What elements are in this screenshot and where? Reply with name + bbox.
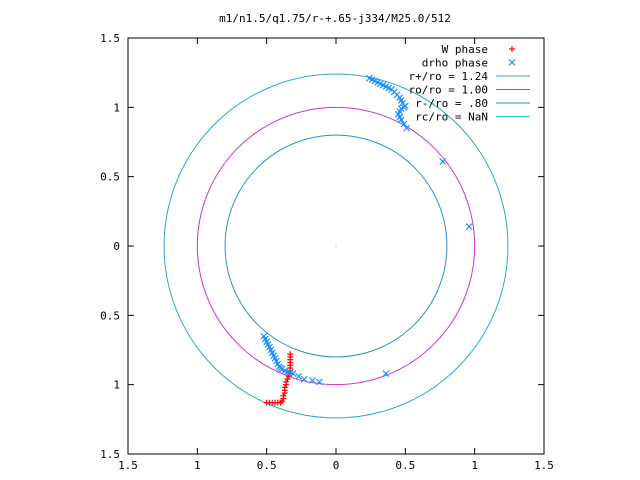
marker-stroke — [284, 368, 291, 376]
y-tick-label: 1.5 — [100, 32, 120, 45]
w-phase-point — [281, 384, 288, 391]
legend-marker — [508, 59, 516, 66]
origin-dot — [335, 245, 337, 247]
drho-phase-point — [439, 157, 447, 165]
x-tick-label: 0.5 — [257, 459, 277, 472]
marker-stroke — [368, 76, 376, 84]
marker-stroke — [403, 124, 411, 132]
w-phase-point — [280, 392, 287, 399]
marker-stroke — [295, 372, 302, 380]
legend-label: drho phase — [422, 57, 488, 70]
y-tick-label: 1 — [113, 379, 120, 392]
marker-stroke — [309, 377, 316, 384]
marker-stroke — [385, 84, 393, 92]
marker-stroke — [300, 375, 308, 383]
radius-circle — [224, 134, 448, 358]
marker-stroke — [263, 338, 271, 346]
marker-stroke — [439, 157, 447, 165]
marker-stroke — [379, 81, 387, 89]
y-tick-label: 0 — [113, 240, 120, 253]
marker-stroke — [382, 83, 390, 90]
y-tick-label: 0.5 — [100, 309, 120, 322]
marker-stroke — [286, 368, 294, 376]
drho-phase-point — [284, 368, 291, 376]
marker-stroke — [267, 346, 275, 354]
drho-phase-point — [403, 124, 411, 132]
marker-stroke — [396, 94, 404, 102]
axis-ticks: 1.5 1 0.5 0 0.5 1 1.51.510.500.511.5 — [100, 32, 554, 472]
legend-label: r-/ro = .80 — [415, 97, 488, 110]
x-tick-label: 0.5 — [395, 459, 415, 472]
marker-stroke — [261, 335, 269, 343]
drho-phase-point — [400, 120, 408, 128]
marker-stroke — [266, 343, 273, 351]
marker-stroke — [400, 120, 408, 128]
marker-stroke — [508, 59, 516, 66]
marker-stroke — [278, 365, 286, 373]
marker-stroke — [376, 80, 384, 88]
marker-stroke — [397, 96, 405, 104]
marker-stroke — [374, 78, 382, 86]
marker-stroke — [271, 354, 279, 362]
drho-phase-point — [465, 223, 473, 231]
marker-stroke — [382, 370, 390, 377]
legend-marker — [509, 46, 515, 52]
marker-stroke — [289, 370, 297, 377]
x-tick-label: 1 — [471, 459, 478, 472]
chart-title: m1/n1.5/q1.75/r-+.65-j334/M25.0/512 — [219, 12, 451, 25]
drho-phase-point — [295, 372, 302, 380]
legend-label: ro/ro = 1.00 — [409, 84, 488, 97]
radius-circle — [163, 73, 509, 419]
x-tick-label: 1.5 — [534, 459, 554, 472]
radius-circle — [196, 106, 476, 386]
drho-phase-point — [315, 378, 323, 386]
data-points — [260, 74, 473, 406]
drho-phase-point — [309, 377, 316, 384]
w-phase-point — [287, 351, 294, 358]
marker-stroke — [274, 360, 282, 368]
y-tick-label: 0.5 — [100, 171, 120, 184]
x-tick-label: 1.5 — [118, 459, 138, 472]
drho-phase-point — [289, 370, 297, 377]
radius-circles — [163, 73, 509, 419]
w-phase-point — [283, 378, 290, 385]
marker-stroke — [315, 378, 323, 386]
marker-stroke — [270, 352, 278, 359]
marker-stroke — [397, 116, 405, 124]
w-phase-point — [278, 398, 285, 405]
marker-stroke — [260, 332, 268, 340]
marker-stroke — [281, 367, 289, 375]
marker-stroke — [465, 223, 473, 231]
legend-label: r+/ro = 1.24 — [409, 70, 489, 83]
marker-stroke — [371, 77, 379, 85]
marker-stroke — [396, 113, 404, 121]
drho-phase-point — [382, 370, 390, 377]
w-phase-point — [277, 399, 284, 406]
x-tick-label: 0 — [333, 459, 340, 472]
y-tick-label: 1.5 — [100, 448, 120, 461]
legend-label: rc/ro = NaN — [415, 111, 488, 124]
marker-stroke — [365, 74, 373, 82]
marker-stroke — [272, 357, 280, 365]
y-tick-label: 1 — [113, 101, 120, 114]
legend-label: W phase — [442, 43, 488, 56]
drho-phase-point — [300, 375, 308, 383]
w-phase-point — [284, 376, 291, 383]
drho-phase-point — [397, 116, 405, 124]
x-tick-label: 1 — [194, 459, 201, 472]
marker-stroke — [394, 110, 402, 118]
marker-stroke — [264, 341, 272, 348]
marker-stroke — [268, 349, 276, 357]
